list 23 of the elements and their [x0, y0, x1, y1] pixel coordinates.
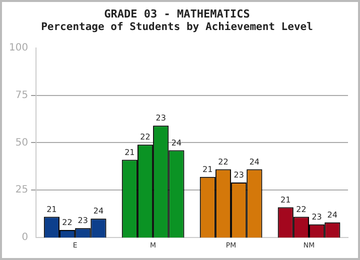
y-tick-label: 25	[15, 184, 28, 196]
text: 23	[312, 212, 322, 222]
y-tick-label: 0	[22, 232, 28, 244]
text: 22	[218, 157, 228, 166]
text: 21	[124, 148, 135, 157]
chart-title: GRADE 03 - MATHEMATICS	[104, 7, 250, 20]
series-label: 24	[171, 138, 182, 148]
text: 23	[156, 114, 166, 123]
text: 21	[202, 164, 213, 174]
text: 24	[327, 210, 338, 220]
series-label: 22	[296, 204, 306, 214]
text: 24	[93, 206, 104, 216]
text: 23	[234, 170, 244, 180]
text: 21	[280, 195, 291, 204]
y-tick-label: 75	[15, 90, 28, 101]
y-tick-label: 50	[15, 137, 28, 148]
text: 22	[140, 132, 150, 142]
series-label: 23	[78, 216, 88, 226]
text: 24	[249, 157, 260, 166]
text: 22	[62, 218, 72, 228]
series-label: 21	[46, 204, 57, 214]
y-tick-label: 100	[8, 42, 28, 54]
chart-subtitle: Percentage of Students by Achievement Level	[41, 21, 313, 34]
